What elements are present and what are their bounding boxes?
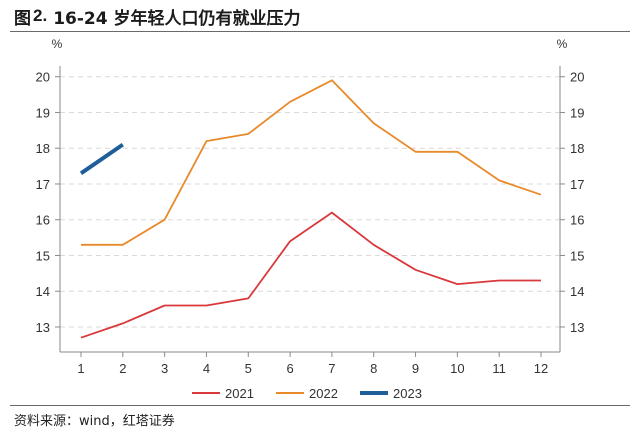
- y-tick-label-right: 18: [570, 141, 584, 156]
- figure-title-text: 16-24 岁年轻人口仍有就业压力: [53, 8, 301, 29]
- x-tick-label: 1: [77, 361, 84, 376]
- x-tick-label: 9: [412, 361, 419, 376]
- y-tick-label-left: 18: [36, 141, 50, 156]
- y-tick-label-left: 17: [36, 177, 50, 192]
- y-tick-label-right: 17: [570, 177, 584, 192]
- x-tick-label: 10: [450, 361, 464, 376]
- y-tick-label-left: 13: [36, 320, 50, 335]
- y-unit-right: %: [557, 37, 568, 51]
- x-tick-label: 4: [203, 361, 210, 376]
- series-line-2023: [79, 142, 124, 175]
- y-tick-label-right: 20: [570, 70, 584, 85]
- legend-label-2023: 2023: [393, 386, 422, 401]
- x-tick-label: 5: [245, 361, 252, 376]
- footer-divider: [10, 405, 630, 406]
- figure-title: 图 2. 16-24 岁年轻人口仍有就业压力: [14, 3, 300, 29]
- x-tick-label: 11: [492, 361, 506, 376]
- series-line-2022: [81, 79, 542, 246]
- y-tick-label-left: 19: [36, 105, 50, 120]
- y-tick-label-left: 20: [36, 70, 50, 85]
- y-tick-label-right: 14: [570, 284, 584, 299]
- y-tick-label-left: 14: [36, 284, 50, 299]
- y-tick-label-left: 16: [36, 213, 50, 228]
- x-tick-label: 3: [161, 361, 168, 376]
- x-tick-label: 12: [534, 361, 548, 376]
- y-tick-label-left: 15: [36, 248, 50, 263]
- x-tick-label: 6: [286, 361, 293, 376]
- y-tick-label-right: 15: [570, 248, 584, 263]
- y-tick-label-right: 19: [570, 105, 584, 120]
- x-tick-label: 8: [370, 361, 377, 376]
- figure-prefix: 图: [14, 8, 31, 29]
- series-line-2021: [80, 211, 541, 339]
- y-unit-left: %: [52, 37, 63, 51]
- legend-label-2021: 2021: [225, 386, 254, 401]
- legend-label-2022: 2022: [309, 386, 338, 401]
- y-tick-label-right: 16: [570, 213, 584, 228]
- x-tick-label: 2: [119, 361, 126, 376]
- x-tick-label: 7: [328, 361, 335, 376]
- title-divider: [10, 31, 630, 32]
- figure-number: 2.: [33, 6, 48, 25]
- source-note: 资料来源：wind，红塔证券: [14, 414, 175, 429]
- y-tick-label-right: 13: [570, 320, 584, 335]
